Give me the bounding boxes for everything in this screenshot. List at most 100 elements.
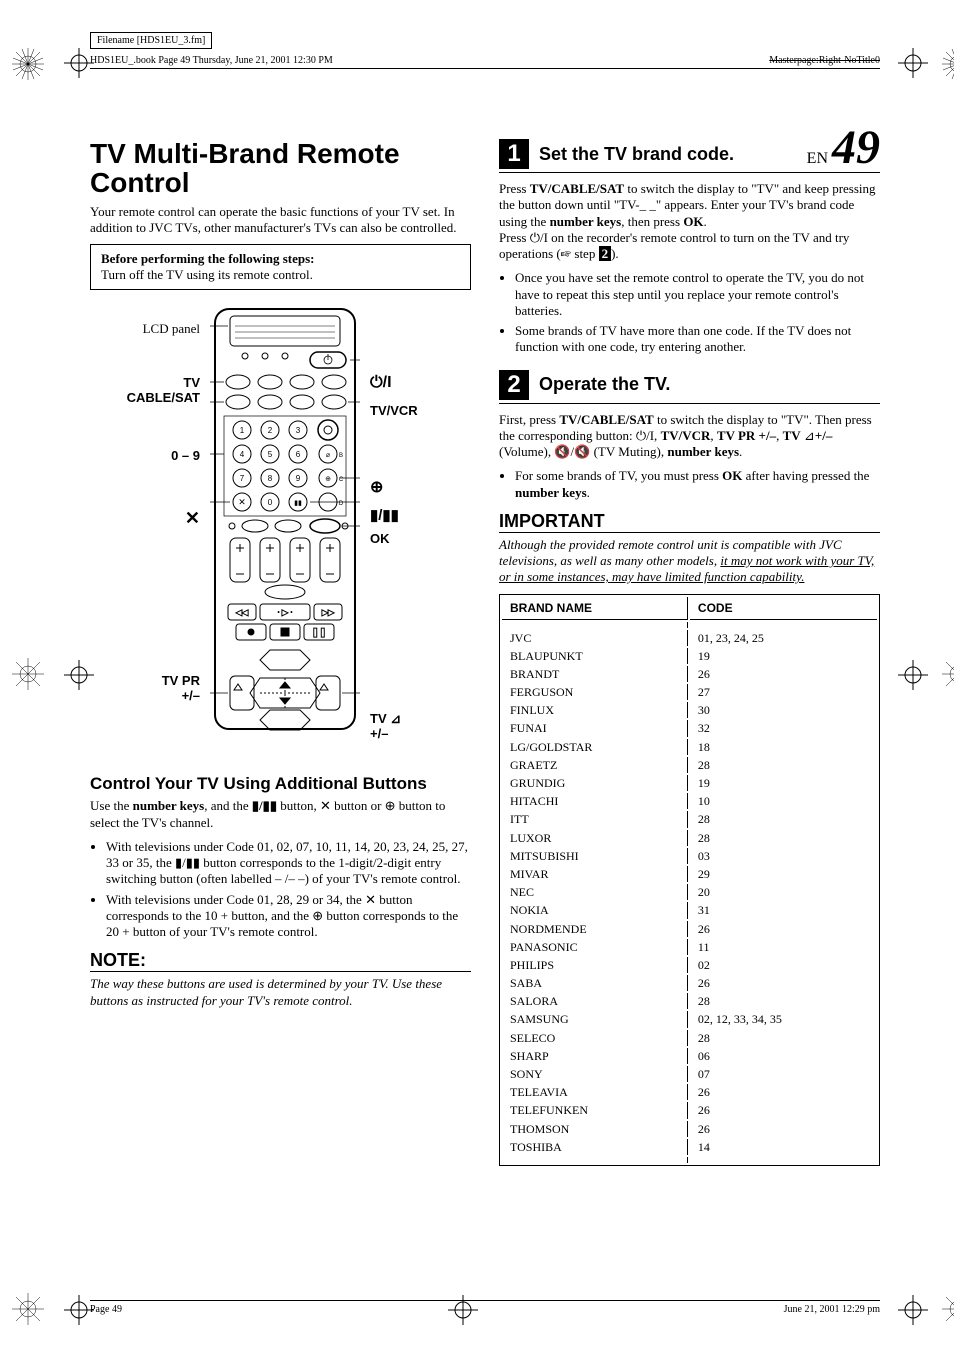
table-row: ITT28: [502, 811, 877, 827]
table-row: GRAETZ28: [502, 757, 877, 773]
crop-mark-icon: [898, 48, 928, 78]
step-2-body: First, press TV/CABLE/SAT to switch the …: [499, 412, 880, 461]
svg-text:2: 2: [268, 426, 273, 435]
svg-text:0: 0: [268, 498, 273, 507]
brand-cell: FINLUX: [502, 702, 688, 718]
brand-cell: SHARP: [502, 1048, 688, 1064]
code-cell: 26: [690, 1121, 877, 1137]
crop-mark-icon: [898, 660, 928, 690]
table-row: NEC20: [502, 884, 877, 900]
footer-page: Page 49: [90, 1304, 122, 1315]
table-row: FUNAI32: [502, 720, 877, 736]
page-num: 49: [832, 121, 880, 174]
intro-text: Your remote control can operate the basi…: [90, 204, 471, 237]
svg-text:1: 1: [240, 426, 245, 435]
code-cell: 28: [690, 1030, 877, 1046]
code-cell: 10: [690, 793, 877, 809]
code-cell: 14: [690, 1139, 877, 1155]
code-cell: 28: [690, 830, 877, 846]
brand-cell: TOSHIBA: [502, 1139, 688, 1155]
code-cell: 28: [690, 757, 877, 773]
brand-cell: PHILIPS: [502, 957, 688, 973]
step-2-title: Operate the TV.: [539, 374, 670, 395]
table-row: MITSUBISHI03: [502, 848, 877, 864]
starburst-icon: [940, 656, 954, 692]
code-cell: 26: [690, 1102, 877, 1118]
svg-text:5: 5: [268, 450, 273, 459]
tv-vol-label: TV ⊿ +/–: [370, 712, 401, 741]
page-number: EN 49: [807, 120, 880, 175]
brand-cell: LG/GOLDSTAR: [502, 739, 688, 755]
code-cell: 28: [690, 993, 877, 1009]
tv-pr-label: TV PR +/–: [90, 674, 200, 703]
main-title: TV Multi-Brand Remote Control: [90, 139, 471, 198]
table-row: TELEFUNKEN26: [502, 1102, 877, 1118]
footer-date: June 21, 2001 12:29 pm: [784, 1304, 880, 1315]
svg-text:B: B: [339, 453, 343, 459]
svg-text:9: 9: [296, 474, 301, 483]
brand-cell: SAMSUNG: [502, 1011, 688, 1027]
step-1-bullets: Once you have set the remote control to …: [499, 270, 880, 355]
x-label: ✕: [90, 509, 200, 529]
table-row: PHILIPS02: [502, 957, 877, 973]
brand-cell: MIVAR: [502, 866, 688, 882]
ok-label: OK: [370, 532, 390, 546]
step-1-title: Set the TV brand code.: [539, 144, 734, 165]
code-cell: 19: [690, 775, 877, 791]
right-column: 1 Set the TV brand code. Press TV/CABLE/…: [495, 139, 880, 1166]
list-item: With televisions under Code 01, 02, 07, …: [106, 839, 471, 888]
svg-text:· ▶ ·: · ▶ ·: [277, 608, 292, 617]
page-footer: Page 49 June 21, 2001 12:29 pm: [90, 1300, 880, 1315]
code-cell: 01, 23, 24, 25: [690, 630, 877, 646]
before-steps-box: Before performing the following steps: T…: [90, 244, 471, 290]
table-row: SALORA28: [502, 993, 877, 1009]
code-cell: 03: [690, 848, 877, 864]
clock-label: ⊕: [370, 479, 383, 497]
svg-text:4: 4: [240, 450, 245, 459]
remote-diagram: LCD panel TV CABLE/SAT 0 – 9 ✕ TV PR +/–…: [90, 304, 471, 764]
svg-text:✕: ✕: [238, 497, 246, 507]
table-row: TOSHIBA14: [502, 1139, 877, 1155]
svg-text:▮▮: ▮▮: [294, 500, 302, 507]
starburst-icon: [10, 656, 46, 692]
brand-cell: LUXOR: [502, 830, 688, 846]
brand-cell: GRUNDIG: [502, 775, 688, 791]
code-cell: 29: [690, 866, 877, 882]
list-item: With televisions under Code 01, 28, 29 o…: [106, 892, 471, 941]
note-heading: NOTE:: [90, 950, 471, 972]
svg-text:⌀: ⌀: [326, 452, 330, 459]
starburst-icon: [940, 1291, 954, 1327]
sub-heading: Control Your TV Using Additional Buttons: [90, 774, 471, 794]
lcd-panel-label: LCD panel: [90, 322, 200, 336]
important-heading: IMPORTANT: [499, 511, 880, 533]
brand-cell: SONY: [502, 1066, 688, 1082]
svg-text:7: 7: [240, 474, 245, 483]
table-header-code: CODE: [690, 597, 877, 620]
masterpage-label: Masterpage:Right-NoTitle0: [769, 55, 880, 66]
svg-text:6: 6: [296, 450, 301, 459]
brand-cell: HITACHI: [502, 793, 688, 809]
brand-cell: BRANDT: [502, 666, 688, 682]
starburst-icon: [10, 46, 46, 82]
code-cell: 26: [690, 666, 877, 682]
code-cell: 27: [690, 684, 877, 700]
note-body: The way these buttons are used is determ…: [90, 976, 471, 1009]
table-row: SHARP06: [502, 1048, 877, 1064]
brand-cell: GRAETZ: [502, 757, 688, 773]
code-cell: 07: [690, 1066, 877, 1082]
brand-cell: MITSUBISHI: [502, 848, 688, 864]
code-cell: 18: [690, 739, 877, 755]
code-cell: 20: [690, 884, 877, 900]
sub-body: Use the number keys, and the ▮/▮▮ button…: [90, 798, 471, 831]
table-row: BLAUPUNKT19: [502, 648, 877, 664]
code-cell: 11: [690, 939, 877, 955]
table-row: SONY07: [502, 1066, 877, 1082]
table-row: FINLUX30: [502, 702, 877, 718]
crop-mark-icon: [898, 1295, 928, 1325]
tv-cable-sat-label: TV CABLE/SAT: [90, 376, 200, 405]
step-2-number: 2: [499, 370, 529, 400]
important-body: Although the provided remote control uni…: [499, 537, 880, 586]
table-row: LG/GOLDSTAR18: [502, 739, 877, 755]
filename-box: Filename [HDS1EU_3.fm]: [90, 32, 212, 49]
svg-text:◀◀: ◀◀: [236, 608, 249, 617]
